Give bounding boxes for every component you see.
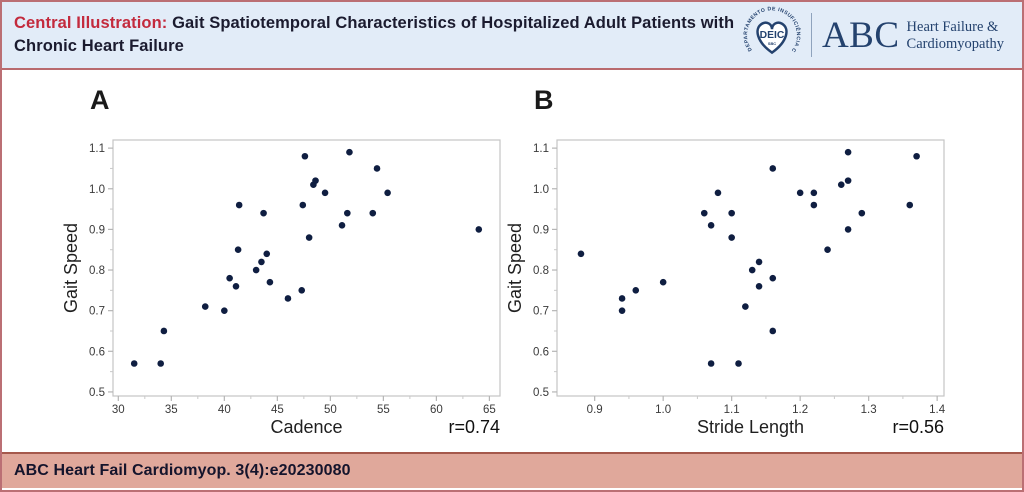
svg-text:0.9: 0.9	[587, 404, 603, 416]
scatter-plot-cadence: 30 35 40 45 50 55 60 65 0.5 0.6 0.7 0.8 0.9 1.0 1.1 Cad…	[61, 139, 501, 437]
brand-name-line1: Heart Failure &	[906, 19, 999, 36]
svg-text:40: 40	[218, 404, 231, 416]
scatter-plot-stride-length: 0.9 1.0 1.1 1.2 1.3 1.40.50.60.70.80.91.01.1S…	[505, 139, 946, 437]
page-title: Central Illustration: Gait Spatiotempora…	[14, 12, 743, 58]
brand-name: Heart Failure & Cardiomyopathy	[907, 17, 1004, 52]
svg-text:0.8: 0.8	[533, 265, 549, 277]
emblem-center-text: DEIC	[760, 30, 785, 41]
emblem-sub-text: SBC	[768, 41, 776, 46]
panel-label-a: A	[90, 85, 110, 115]
svg-text:30: 30	[112, 404, 125, 416]
svg-text:0.7: 0.7	[533, 306, 549, 318]
journal-logo: DEPARTAMENTO DE INSUFICIÊNCIA CARDÍACA D…	[743, 6, 1004, 64]
svg-text:35: 35	[165, 404, 178, 416]
svg-text:r=0.56: r=0.56	[892, 417, 944, 437]
svg-text:1.3: 1.3	[861, 404, 877, 416]
svg-text:0.5: 0.5	[89, 387, 105, 399]
panel-b: B 0.9 1.0 1.1 1.2 1.3 1.4 0.5 0.6 0.7 0.8 0.9 1.0 1.…	[504, 83, 974, 441]
heart-icon	[756, 21, 788, 55]
svg-text:55: 55	[377, 404, 390, 416]
svg-text:r=0.74: r=0.74	[448, 417, 500, 437]
brand-lockup: ABC Heart Failure & Cardiomyopathy	[822, 17, 1004, 54]
svg-text:1.1: 1.1	[533, 143, 549, 155]
charts-area: A 30 35 40 45 50 55 60 65 0.5 0.6 0.7 0.8 0.9 1.0 1.1 C…	[2, 70, 1022, 452]
deic-emblem-icon: DEPARTAMENTO DE INSUFICIÊNCIA CARDÍACA D…	[743, 6, 801, 55]
svg-text:0.5: 0.5	[533, 387, 549, 399]
svg-text:50: 50	[324, 404, 337, 416]
logo-divider	[810, 13, 812, 57]
svg-text:1.0: 1.0	[533, 184, 549, 196]
svg-text:45: 45	[271, 404, 284, 416]
panel-label-b: B	[534, 85, 554, 115]
title-prefix: Central Illustration:	[14, 14, 168, 33]
svg-text:Gait Speed: Gait Speed	[61, 223, 81, 313]
svg-text:0.9: 0.9	[89, 224, 105, 236]
svg-text:0.7: 0.7	[89, 306, 105, 318]
svg-text:Cadence: Cadence	[270, 417, 342, 437]
svg-text:0.8: 0.8	[89, 265, 105, 277]
footer: ABC Heart Fail Cardiomyop. 3(4):e2023008…	[2, 452, 1022, 488]
svg-text:1.0: 1.0	[89, 184, 105, 196]
brand-abbrev: ABC	[821, 14, 900, 56]
svg-text:1.1: 1.1	[89, 143, 105, 155]
citation-text: ABC Heart Fail Cardiomyop. 3(4):e2023008…	[14, 462, 351, 479]
svg-text:1.1: 1.1	[724, 404, 740, 416]
panel-a: A 30 35 40 45 50 55 60 65 0.5 0.6 0.7 0.8 0.9 1.0 1.1 C…	[60, 83, 530, 441]
svg-text:0.9: 0.9	[533, 224, 549, 236]
brand-name-line2: Cardiomyopathy	[906, 36, 1004, 52]
header: Central Illustration: Gait Spatiotempora…	[2, 2, 1022, 70]
svg-text:1.2: 1.2	[792, 404, 808, 416]
svg-text:0.6: 0.6	[533, 346, 549, 358]
svg-text:Stride Length: Stride Length	[697, 417, 804, 437]
svg-text:1.4: 1.4	[929, 404, 946, 416]
svg-text:60: 60	[430, 404, 443, 416]
svg-text:1.0: 1.0	[655, 404, 671, 416]
title-text: Gait Spatiotemporal Characteristics of H…	[14, 14, 735, 55]
svg-text:0.6: 0.6	[89, 346, 105, 358]
svg-text:65: 65	[483, 404, 496, 416]
svg-text:Gait Speed: Gait Speed	[505, 223, 525, 313]
